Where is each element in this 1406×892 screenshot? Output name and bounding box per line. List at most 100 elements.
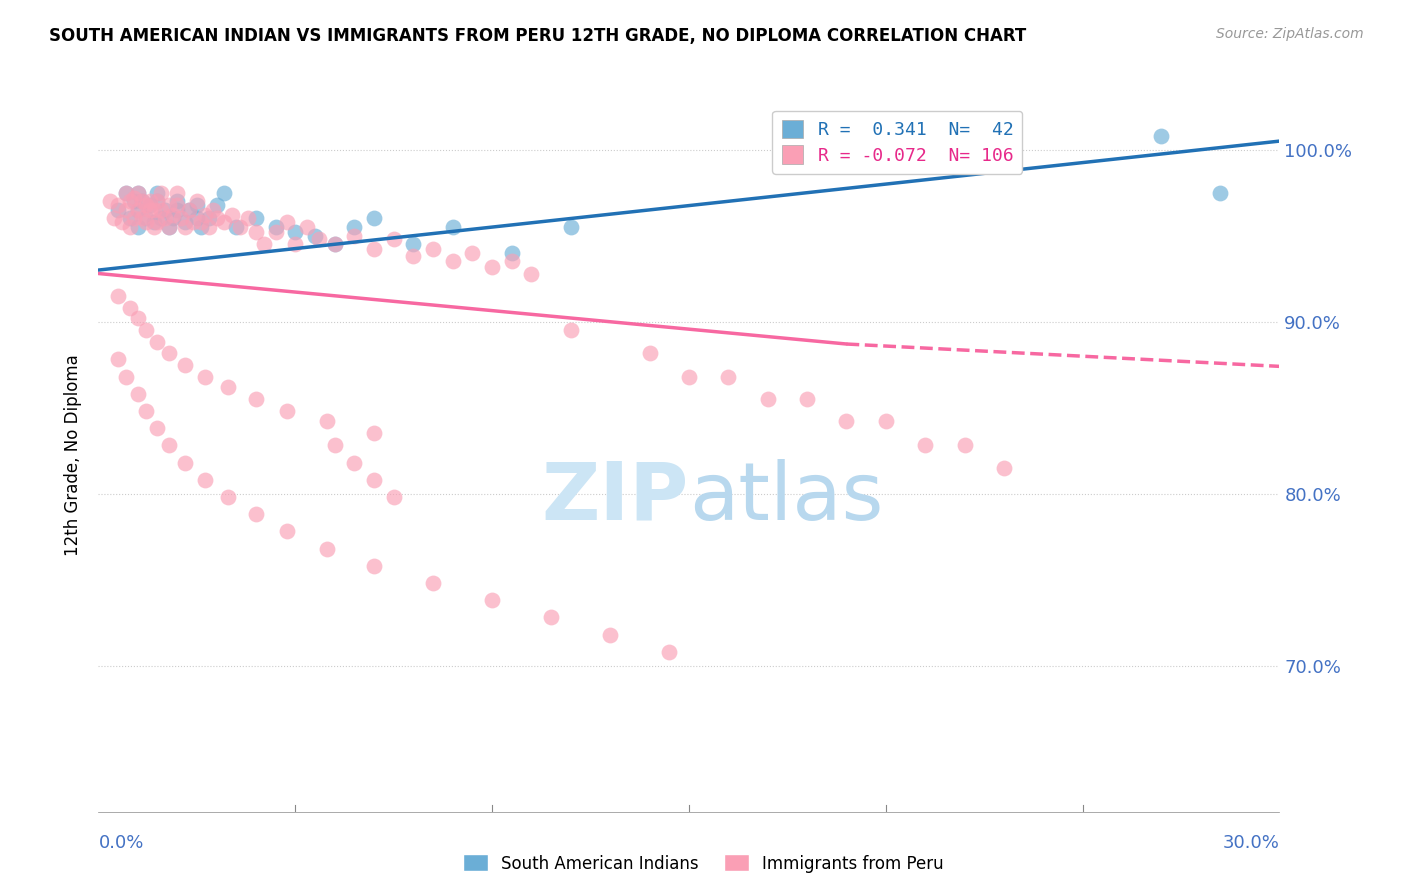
Y-axis label: 12th Grade, No Diploma: 12th Grade, No Diploma (65, 354, 83, 556)
Point (363, 211, 385, 226)
Point (914, 438, 936, 452)
Point (118, 220, 141, 235)
Point (382, 232, 405, 246)
Point (343, 228, 366, 243)
Point (157, 220, 180, 235)
Point (205, 211, 228, 226)
Point (796, 392, 818, 406)
Point (138, 198, 160, 212)
Point (201, 202, 224, 217)
Text: ZIP: ZIP (541, 458, 689, 537)
Point (402, 237, 425, 252)
Point (194, 473, 217, 487)
Text: 30.0%: 30.0% (1223, 834, 1279, 852)
Point (245, 508, 267, 522)
Point (441, 254, 464, 268)
Point (363, 243, 385, 257)
Point (315, 541, 337, 556)
Point (560, 323, 582, 337)
Point (131, 194, 153, 209)
Point (229, 220, 252, 235)
Point (993, 460, 1015, 475)
Point (131, 211, 153, 226)
Point (162, 211, 184, 226)
Point (177, 202, 200, 217)
Point (142, 202, 165, 217)
Point (540, 610, 562, 624)
Text: Source: ZipAtlas.com: Source: ZipAtlas.com (1216, 27, 1364, 41)
Point (157, 438, 180, 452)
Legend: South American Indians, Immigrants from Peru: South American Indians, Immigrants from … (456, 847, 950, 880)
Point (166, 186, 188, 200)
Text: SOUTH AMERICAN INDIAN VS IMMIGRANTS FROM PERU 12TH GRADE, NO DIPLOMA CORRELATION: SOUTH AMERICAN INDIAN VS IMMIGRANTS FROM… (49, 27, 1026, 45)
Point (221, 208, 243, 222)
Point (142, 220, 165, 235)
Point (323, 237, 346, 252)
Point (122, 191, 145, 205)
Point (118, 301, 141, 315)
Point (194, 208, 217, 222)
Point (146, 335, 169, 350)
Point (127, 186, 149, 200)
Point (276, 215, 298, 229)
Point (382, 490, 405, 504)
Point (127, 311, 149, 326)
Point (150, 202, 173, 217)
Point (875, 134, 897, 148)
Point (236, 211, 259, 226)
Point (481, 593, 503, 607)
Point (276, 524, 298, 539)
Point (162, 208, 184, 222)
Point (115, 186, 138, 200)
Point (107, 198, 129, 212)
Point (245, 211, 267, 226)
Point (284, 225, 307, 239)
Point (304, 228, 326, 243)
Point (190, 215, 212, 229)
Point (264, 225, 287, 239)
Point (127, 387, 149, 401)
Point (599, 627, 621, 641)
Point (118, 194, 141, 209)
Point (138, 194, 160, 209)
Point (315, 414, 337, 428)
Point (146, 194, 169, 209)
Point (166, 194, 188, 209)
Point (217, 490, 239, 504)
Point (135, 323, 157, 337)
Point (323, 237, 346, 252)
Point (422, 576, 444, 591)
Point (166, 198, 188, 212)
Point (146, 194, 169, 209)
Point (835, 414, 858, 428)
Point (122, 211, 145, 226)
Point (177, 202, 200, 217)
Point (157, 345, 180, 359)
Point (174, 456, 197, 470)
Point (127, 202, 149, 217)
Point (245, 225, 267, 239)
Point (111, 215, 134, 229)
Point (363, 426, 385, 441)
Point (678, 369, 700, 384)
Point (118, 211, 141, 226)
Point (174, 358, 197, 372)
Point (190, 220, 212, 235)
Point (441, 220, 464, 235)
Point (323, 438, 346, 452)
Point (253, 237, 276, 252)
Point (363, 473, 385, 487)
Point (122, 194, 145, 209)
Point (155, 211, 177, 226)
Point (107, 202, 129, 217)
Point (150, 211, 173, 226)
Point (276, 404, 298, 418)
Point (363, 558, 385, 573)
Point (245, 392, 267, 406)
Point (115, 202, 138, 217)
Point (197, 211, 219, 226)
Point (1150, 128, 1173, 143)
Point (225, 220, 247, 235)
Text: atlas: atlas (689, 458, 883, 537)
Point (135, 198, 157, 212)
